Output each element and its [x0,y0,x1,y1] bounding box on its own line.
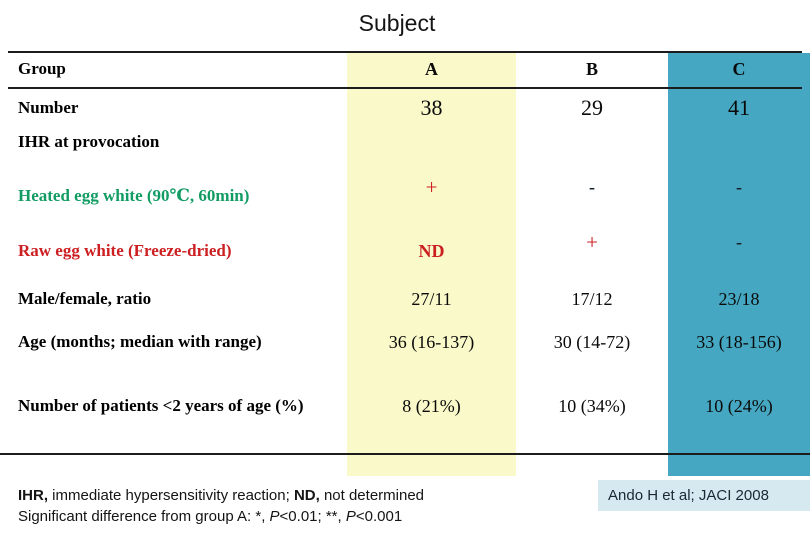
cell-heated-c: - [668,177,810,207]
table-header-row: Group A B C [0,51,810,87]
cell-raw-a: ND [347,241,516,262]
cell-raw-b: + [516,230,668,264]
cell-age-c: 33 (18-156) [696,331,782,352]
cell-number-b: 29 [581,95,603,120]
cell-heated-b: - [516,177,668,207]
column-c-highlight-band [668,53,810,476]
table-row-patients-under-2: Number of patients <2 years of age (%) 8… [0,390,810,442]
nd-value: ND [418,240,445,261]
table-row-heated-egg-white: Heated egg white (90℃, 60min) + - - [0,174,810,218]
cell-age-b: 30 (14-72) [553,331,631,352]
plus-symbol: + [425,174,438,199]
table-row-ihr-section: IHR at provocation [0,128,810,156]
header-group-label: Group [18,59,66,78]
header-col-c: C [732,58,746,79]
minus-symbol: - [736,231,742,252]
cell-heated-a: + [347,175,516,209]
row-label-heated-egg-white: Heated egg white (90℃, 60min) [18,186,250,205]
row-label-ratio: Male/female, ratio [18,289,152,308]
citation-box: Ando H et al; JACI 2008 [598,480,810,511]
footnote-line-2: Significant difference from group A: *, … [18,508,403,525]
footnote: IHR, immediate hypersensitivity reaction… [18,485,424,527]
row-label-age: Age (months; median with range) [18,332,262,351]
table-row-number: Number 38 29 41 [0,89,810,127]
table-row-age: Age (months; median with range) 36 (16-1… [0,326,810,358]
row-label-patients-under-2: Number of patients <2 years of age (%) [18,396,304,415]
cell-ratio-b: 17/12 [571,288,613,309]
table-top-rule [8,51,802,53]
header-col-b: B [585,58,598,79]
cell-ratio-a: 27/11 [411,288,452,309]
cell-patients-b: 10 (34%) [558,396,626,416]
table-bottom-rule [0,453,810,455]
cell-number-c: 41 [728,95,750,120]
row-label-number: Number [18,98,79,117]
cell-patients-a: 8 (21%) [402,396,461,416]
table-header-rule [8,87,802,89]
plus-symbol: + [586,229,598,254]
cell-raw-c: - [668,232,810,262]
header-col-a: A [425,58,438,79]
table-row-male-female-ratio: Male/female, ratio 27/11 17/12 23/18 [0,283,810,315]
cell-number-a: 38 [420,95,443,120]
minus-symbol: - [736,176,742,197]
row-label-ihr: IHR at provocation [18,132,160,151]
column-a-highlight-band [347,53,516,476]
cell-ratio-c: 23/18 [718,288,760,309]
footnote-line-1: IHR, immediate hypersensitivity reaction… [18,487,425,504]
cell-patients-c: 10 (24%) [705,396,773,416]
row-label-raw-egg-white: Raw egg white (Freeze-dried) [18,241,232,260]
minus-symbol: - [589,176,595,197]
slide-title: Subject [358,10,436,36]
table-row-raw-egg-white: Raw egg white (Freeze-dried) ND + - [0,229,810,273]
cell-age-a: 36 (16-137) [388,331,475,352]
